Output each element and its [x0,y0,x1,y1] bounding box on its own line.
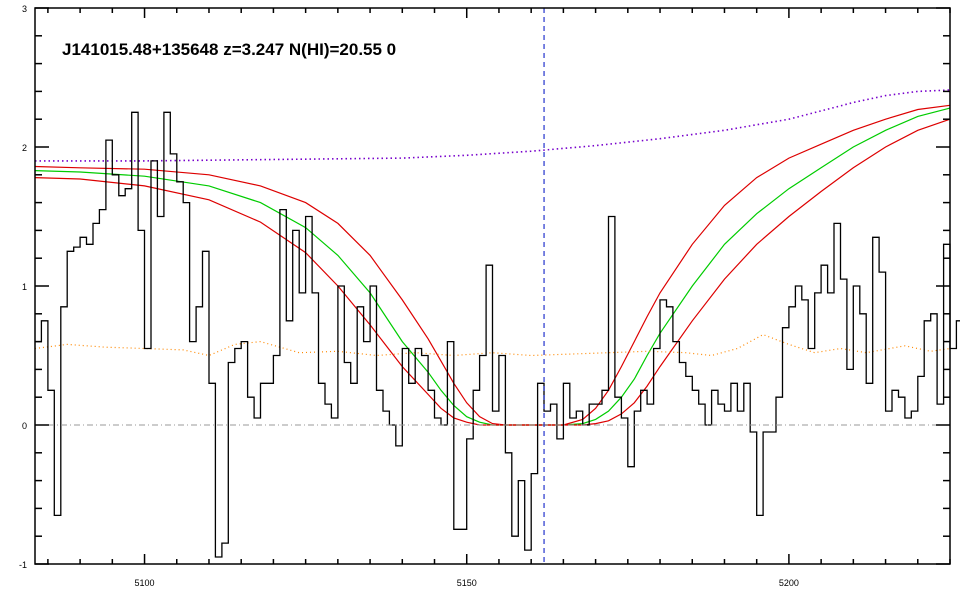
flux-histogram [35,111,960,558]
y-tick-label: 1 [22,282,27,292]
y-tick-label: 0 [22,421,27,431]
x-tick-label: 5100 [135,578,155,588]
y-tick-label: -1 [19,560,27,570]
continuum-line [35,89,951,162]
x-tick-label: 5150 [457,578,477,588]
y-tick-label: 3 [22,4,27,14]
y-tick-label: 2 [22,143,27,153]
x-tick-label: 5200 [779,578,799,588]
chart-title: J141015.48+135648 z=3.247 N(HI)=20.55 0 [62,40,396,59]
plot-frame [34,7,951,565]
